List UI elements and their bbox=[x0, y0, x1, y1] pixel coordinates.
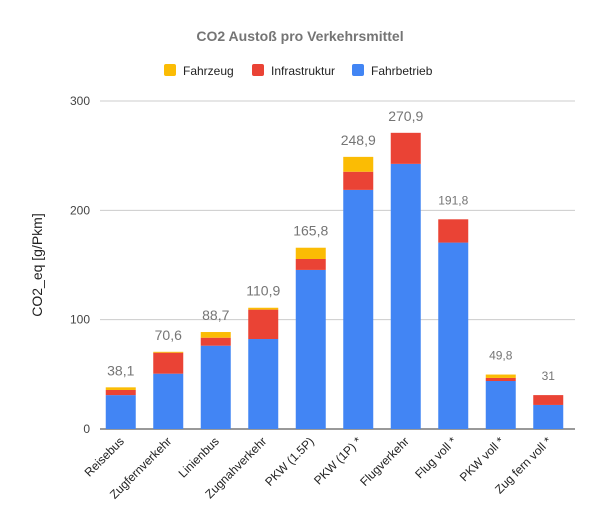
bar-segment-infrastruktur bbox=[248, 309, 279, 340]
legend-label: Fahrbetrieb bbox=[371, 64, 433, 78]
total-label: 88,7 bbox=[202, 307, 229, 323]
bar-segment-infrastruktur bbox=[390, 132, 421, 164]
y-tick-label: 300 bbox=[70, 94, 90, 108]
bar-segment-fahrzeug bbox=[105, 387, 136, 390]
bar-segment-infrastruktur bbox=[343, 171, 374, 190]
legend-swatch bbox=[352, 64, 364, 76]
bar-segment-infrastruktur bbox=[485, 377, 516, 382]
bar-segment-infrastruktur bbox=[200, 337, 231, 346]
bar-segment-infrastruktur bbox=[438, 219, 469, 243]
bar-segment-fahrbetrieb bbox=[533, 404, 564, 429]
bar-segment-fahrbetrieb bbox=[390, 163, 421, 429]
x-tick-label: Linienbus bbox=[176, 434, 222, 480]
total-label: 248,9 bbox=[341, 132, 376, 148]
bar-segment-fahrbetrieb bbox=[200, 345, 231, 429]
x-tick-label: PKW voll * bbox=[457, 434, 507, 484]
bar-segment-fahrbetrieb bbox=[153, 373, 184, 429]
bar-segment-fahrbetrieb bbox=[248, 339, 279, 429]
y-tick-label: 0 bbox=[83, 422, 90, 436]
x-tick-label: Flug voll * bbox=[412, 434, 459, 481]
bar-segment-fahrzeug bbox=[248, 307, 279, 310]
x-tick-label: Flugverkehr bbox=[357, 434, 412, 489]
x-tick-label: Reisebus bbox=[82, 434, 127, 479]
total-label: 49,8 bbox=[489, 349, 513, 363]
bar-segment-fahrzeug bbox=[295, 247, 326, 259]
bar-segment-fahrzeug bbox=[153, 351, 184, 353]
chart-title: CO2 Austoß pro Verkehrsmittel bbox=[196, 28, 403, 44]
bar-segment-infrastruktur bbox=[153, 352, 184, 374]
legend: Fahrzeug Infrastruktur Fahrbetrieb bbox=[164, 64, 433, 78]
bar-segment-fahrbetrieb bbox=[295, 269, 326, 429]
total-label: 191,8 bbox=[438, 193, 468, 207]
total-label: 70,6 bbox=[155, 327, 182, 343]
legend-swatch bbox=[252, 64, 264, 76]
bar-segment-infrastruktur bbox=[295, 258, 326, 270]
bar-segment-fahrbetrieb bbox=[343, 189, 374, 429]
bar-segment-fahrzeug bbox=[200, 332, 231, 338]
bar-segment-fahrzeug bbox=[343, 156, 374, 172]
total-label: 270,9 bbox=[388, 108, 423, 124]
bar-segment-fahrbetrieb bbox=[105, 395, 136, 429]
y-axis-label: CO2_eq [g/Pkm] bbox=[29, 213, 45, 317]
y-tick-label: 200 bbox=[70, 203, 90, 217]
x-tick-label: PKW (1.5P) bbox=[262, 434, 317, 489]
total-label: 110,9 bbox=[246, 283, 280, 299]
total-labels: 38,1 70,6 88,7 110,9 165,8 248,9 270,9 191,8 49,… bbox=[107, 108, 555, 383]
bar-segment-infrastruktur bbox=[533, 395, 564, 405]
total-label: 165,8 bbox=[293, 223, 328, 239]
total-label: 31 bbox=[542, 369, 556, 383]
bar-segment-fahrzeug bbox=[485, 374, 516, 378]
bar-segment-fahrbetrieb bbox=[485, 381, 516, 429]
legend-label: Infrastruktur bbox=[271, 64, 335, 78]
legend-swatch bbox=[164, 64, 176, 76]
bar-segment-fahrbetrieb bbox=[438, 242, 469, 429]
total-label: 38,1 bbox=[107, 362, 134, 378]
bars bbox=[105, 132, 564, 429]
bar-segment-infrastruktur bbox=[105, 389, 136, 396]
legend-label: Fahrzeug bbox=[183, 64, 234, 78]
y-tick-label: 100 bbox=[70, 313, 90, 327]
